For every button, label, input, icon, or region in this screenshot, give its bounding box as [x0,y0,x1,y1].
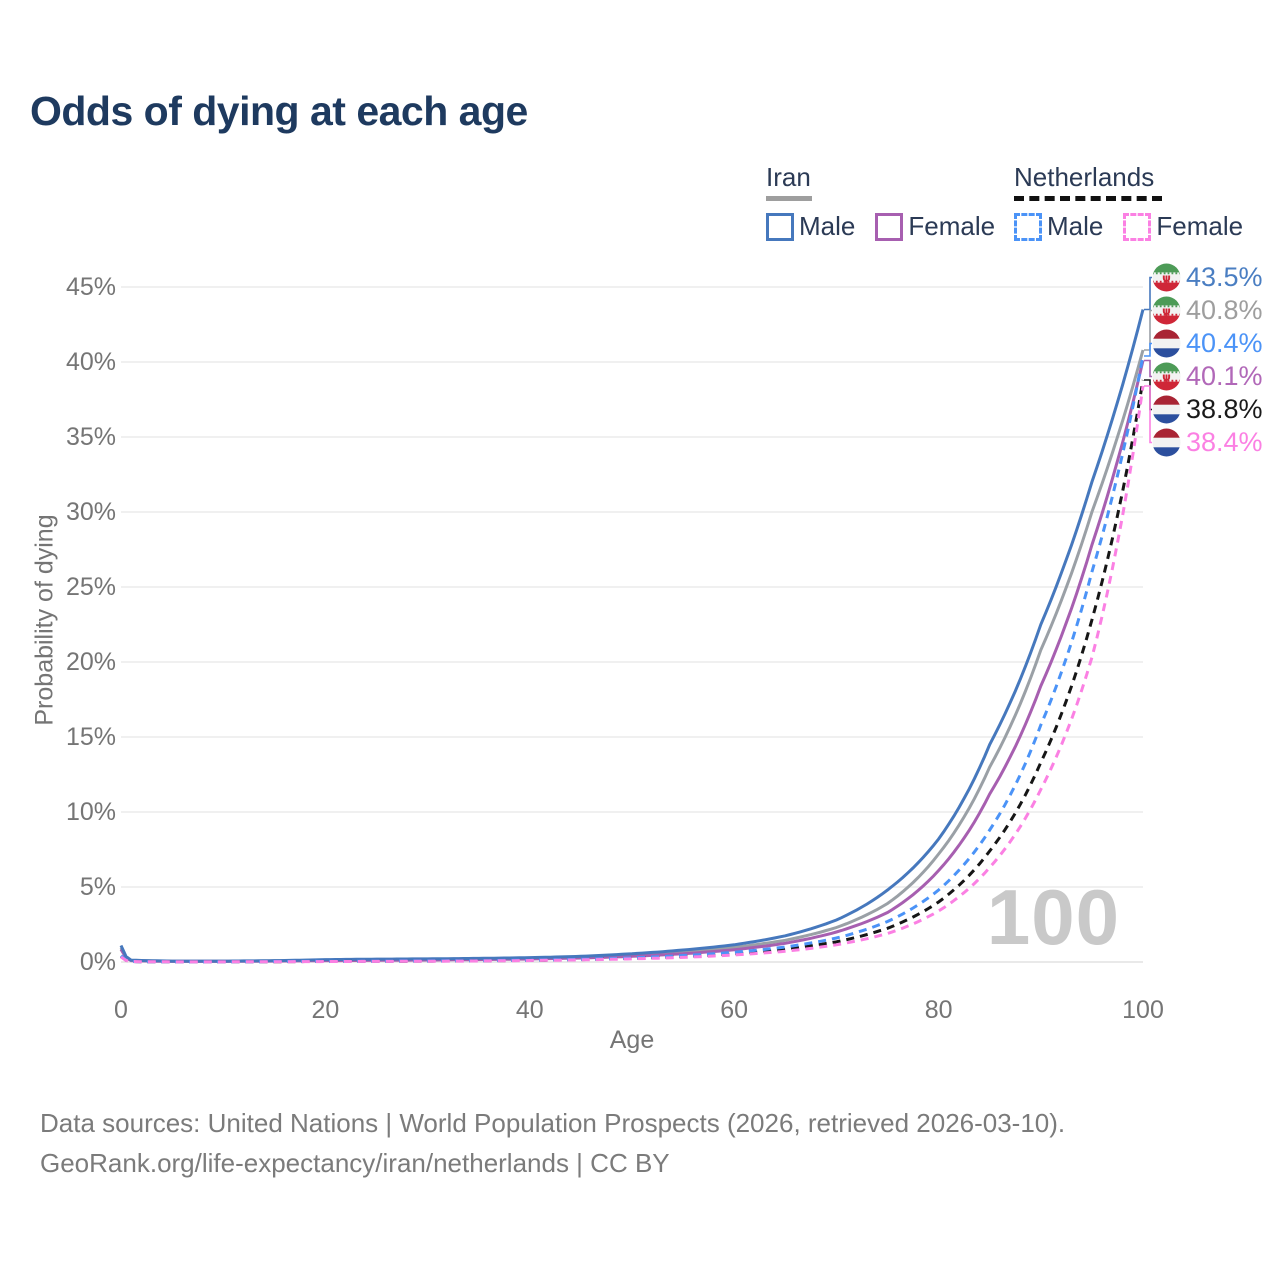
end-label-connector-iran-both [1144,309,1152,351]
end-value-iran-male: 43.5% [1186,262,1263,292]
legend-country-iran-label: Iran [766,162,811,192]
end-label-netherlands-female: 38.4% [1152,427,1263,459]
curve-iran-male[interactable] [119,309,1145,963]
y-tick-label: 20% [65,648,116,676]
page-title: Odds of dying at each age [30,88,528,134]
legend-group-netherlands: Netherlands Male Female [1014,162,1243,242]
netherlands-flag-icon [1152,428,1181,457]
x-tick-label: 100 [1122,996,1164,1024]
legend-item-label: Male [799,211,856,241]
svg-text:ψ: ψ [1162,370,1171,383]
y-tick-label: 35% [65,423,116,451]
y-tick-label: 15% [65,723,116,751]
end-value-iran-both: 40.8% [1186,295,1263,325]
x-tick-label: 0 [114,996,128,1024]
legend-item-label: Male [1047,211,1104,241]
iran-line-swatch [766,196,812,201]
legend-item-netherlands-male[interactable]: Male [1014,211,1103,242]
legend-item-iran-female[interactable]: Female [875,211,995,242]
netherlands-flag-icon [1152,329,1181,358]
end-value-netherlands-male: 40.4% [1186,328,1263,358]
y-tick-label: 25% [65,573,116,601]
legend-item-label: Female [908,211,996,241]
end-label-iran-female: ψ 40.1% [1152,361,1263,393]
x-tick-label: 60 [720,996,749,1024]
end-label-iran-both: ψ 40.8% [1152,295,1263,327]
y-tick-label: 40% [65,348,116,376]
legend-group-iran: Iran Male Female [766,162,995,242]
netherlands-flag-icon [1152,395,1181,424]
legend-item-iran-male[interactable]: Male [766,211,855,242]
iran-flag-icon: ψ [1152,263,1181,292]
x-axis-title: Age [609,1026,655,1054]
legend-country-iran[interactable]: Iran [766,162,995,201]
legend-item-label: Female [1156,211,1244,241]
svg-text:ψ: ψ [1162,271,1171,284]
attribution-note: GeoRank.org/life-expectancy/iran/netherl… [40,1148,670,1178]
curve-netherlands-male[interactable] [119,355,1145,964]
x-tick-label: 20 [311,996,340,1024]
end-label-iran-male: ψ 43.5% [1152,262,1263,294]
end-value-netherlands-female: 38.4% [1186,427,1263,457]
legend-item-netherlands-female[interactable]: Female [1123,211,1243,242]
y-tick-label: 5% [79,873,116,901]
y-tick-label: 30% [65,498,116,526]
y-tick-label: 45% [65,273,116,301]
netherlands-line-swatch [1014,196,1162,201]
iran-male-swatch [766,212,794,241]
y-tick-label: 0% [79,948,116,976]
hovered-age-watermark: 100 [986,873,1120,961]
end-label-connector-netherlands-male [1144,342,1152,357]
end-label-netherlands-male: 40.4% [1152,328,1263,360]
x-tick-label: 40 [515,996,544,1024]
netherlands-female-swatch [1123,212,1152,241]
iran-flag-icon: ψ [1152,296,1181,325]
end-value-netherlands-both: 38.8% [1186,394,1263,424]
iran-flag-icon: ψ [1152,362,1181,391]
end-label-connector-iran-male [1144,276,1152,311]
y-tick-label: 10% [65,798,116,826]
data-sources-note: Data sources: United Nations | World Pop… [40,1108,1066,1138]
iran-female-swatch [875,212,904,241]
legend-country-netherlands[interactable]: Netherlands [1014,162,1243,201]
end-value-iran-female: 40.1% [1186,361,1263,391]
legend-country-netherlands-label: Netherlands [1014,162,1155,192]
end-label-netherlands-both: 38.8% [1152,394,1263,426]
end-label-connector-iran-female [1144,359,1152,378]
curve-netherlands-female[interactable] [120,385,1145,964]
netherlands-male-swatch [1014,212,1042,241]
curve-iran-both[interactable] [119,349,1145,963]
y-axis-title: Probability of dying [30,514,59,726]
x-tick-label: 80 [924,996,953,1024]
svg-text:ψ: ψ [1162,304,1171,317]
end-label-connector-netherlands-female [1144,385,1152,444]
